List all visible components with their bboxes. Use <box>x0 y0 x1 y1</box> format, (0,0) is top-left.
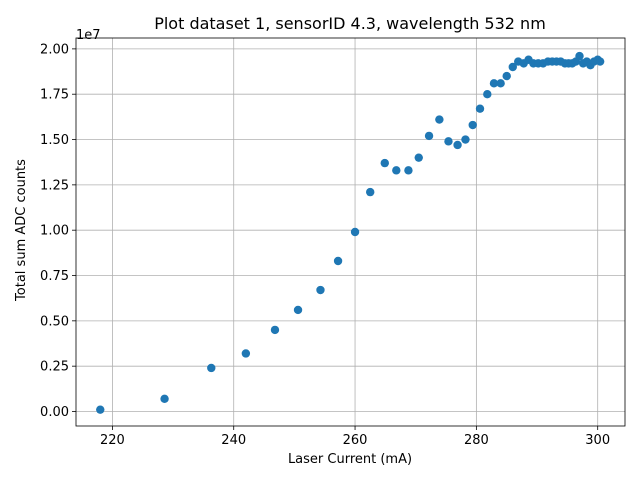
data-point <box>435 115 444 124</box>
data-point <box>461 135 470 144</box>
x-tick-label: 300 <box>585 433 610 448</box>
data-point <box>496 79 505 88</box>
chart-title: Plot dataset 1, sensorID 4.3, wavelength… <box>154 14 546 33</box>
data-point <box>380 158 389 168</box>
y-tick-label: 0.25 <box>40 360 69 375</box>
data-point <box>502 71 511 81</box>
data-point <box>595 57 605 66</box>
y-tick-label: 0.75 <box>40 269 69 284</box>
data-point <box>293 305 303 315</box>
data-point <box>453 140 462 150</box>
data-point <box>316 285 325 295</box>
x-axis-label: Laser Current (mA) <box>288 452 412 467</box>
y-tick-label: 1.50 <box>40 133 69 148</box>
data-point <box>160 394 169 404</box>
x-tick-label: 240 <box>221 433 246 448</box>
y-tick-label: 1.00 <box>40 224 69 239</box>
plot-frame <box>75 37 626 427</box>
data-point <box>270 325 280 335</box>
data-point <box>241 349 251 358</box>
data-point <box>444 137 453 146</box>
data-point <box>392 166 401 175</box>
grid-lines <box>76 38 625 426</box>
data-points <box>96 51 605 414</box>
data-point <box>350 227 360 237</box>
data-point <box>475 104 485 113</box>
y-tick-label: 0.50 <box>40 314 69 329</box>
data-point <box>468 120 477 130</box>
data-point <box>483 90 492 99</box>
y-tick-label: 0.00 <box>40 405 69 420</box>
x-tick-label: 280 <box>464 433 489 448</box>
data-point <box>207 363 216 373</box>
data-point <box>96 405 105 414</box>
y-tick-label: 1.75 <box>40 88 69 103</box>
data-point <box>366 187 375 197</box>
data-point <box>333 256 343 266</box>
y-tick-label: 2.00 <box>40 42 69 57</box>
data-point <box>508 62 517 72</box>
data-point <box>575 51 584 61</box>
x-tick-label: 220 <box>100 433 125 448</box>
y-axis-offset-label: 1e7 <box>76 28 101 43</box>
y-tick-label: 1.25 <box>40 178 69 193</box>
data-point <box>424 131 434 141</box>
axis-ticks: 220 240 260 280 300 0.00 0.25 0.50 0.75 1.00 1.25 1… <box>40 42 610 448</box>
data-point <box>404 166 413 175</box>
x-tick-label: 260 <box>343 433 368 448</box>
data-point <box>489 79 499 88</box>
data-point <box>414 153 423 162</box>
y-axis-label: Total sum ADC counts <box>14 159 29 302</box>
